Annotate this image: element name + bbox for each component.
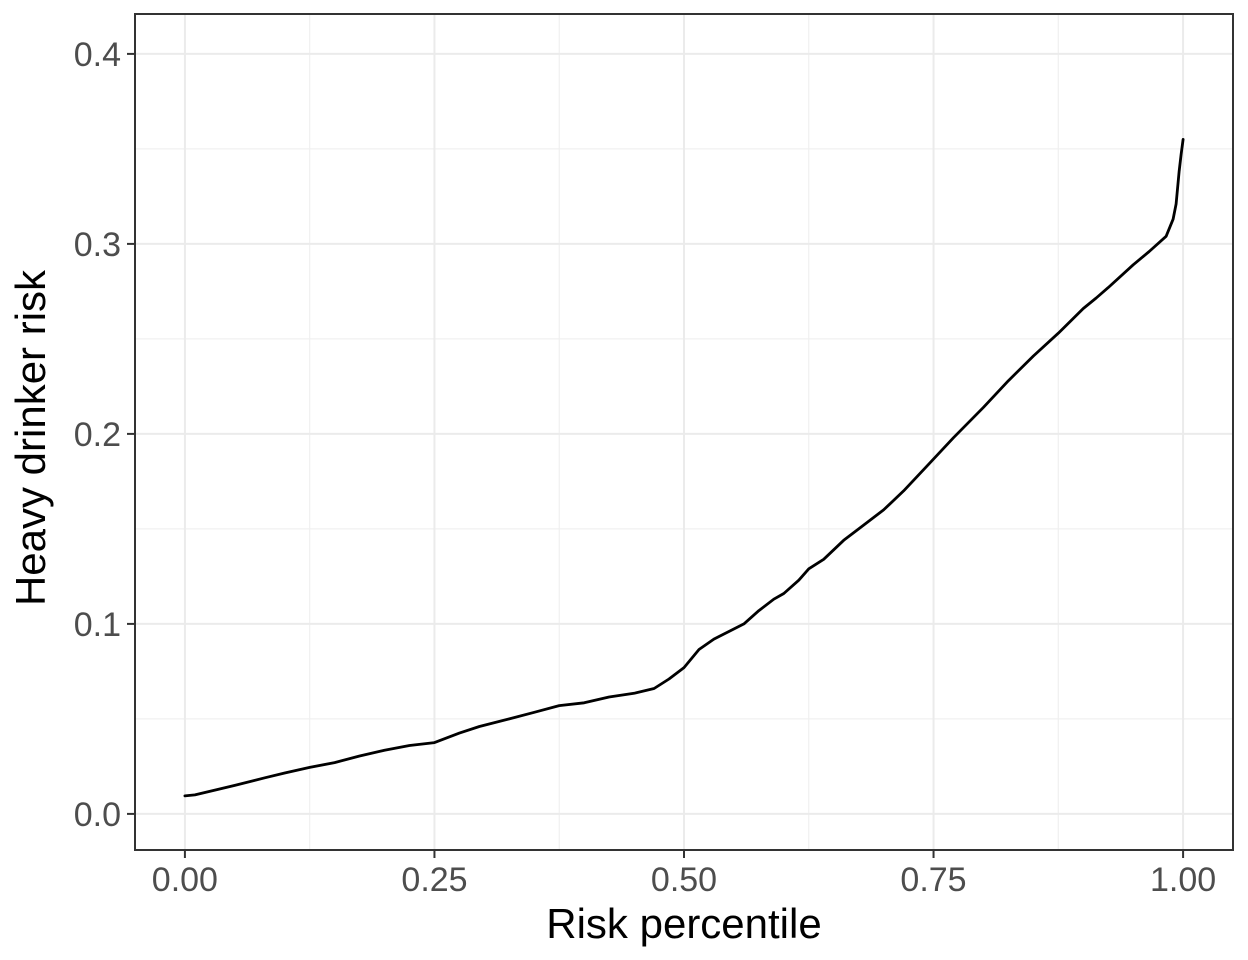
grid-major-lines <box>135 14 1233 850</box>
y-tick-label-3: 0.3 <box>74 226 121 264</box>
risk-curve-line <box>183 138 1185 798</box>
y-tick-label-2: 0.2 <box>74 416 121 454</box>
y-axis-tick-marks <box>127 52 135 815</box>
x-tick-label-2: 0.50 <box>651 861 717 899</box>
x-axis-tick-marks <box>183 850 1185 858</box>
x-tick-label-3: 0.75 <box>900 861 966 899</box>
y-axis-tick-labels: 0.0 0.1 0.2 0.3 0.4 <box>74 36 121 834</box>
y-axis-title: Heavy drinker risk <box>7 269 54 606</box>
y-tick-label-1: 0.1 <box>74 606 121 644</box>
x-tick-label-1: 0.25 <box>401 861 467 899</box>
x-axis-title: Risk percentile <box>546 900 821 947</box>
x-tick-label-4: 1.00 <box>1150 861 1216 899</box>
y-tick-label-4: 0.4 <box>74 36 121 74</box>
x-axis-tick-labels: 0.00 0.25 0.50 0.75 1.00 <box>152 861 1216 899</box>
x-tick-label-0: 0.00 <box>152 861 218 899</box>
y-tick-label-0: 0.0 <box>74 796 121 834</box>
